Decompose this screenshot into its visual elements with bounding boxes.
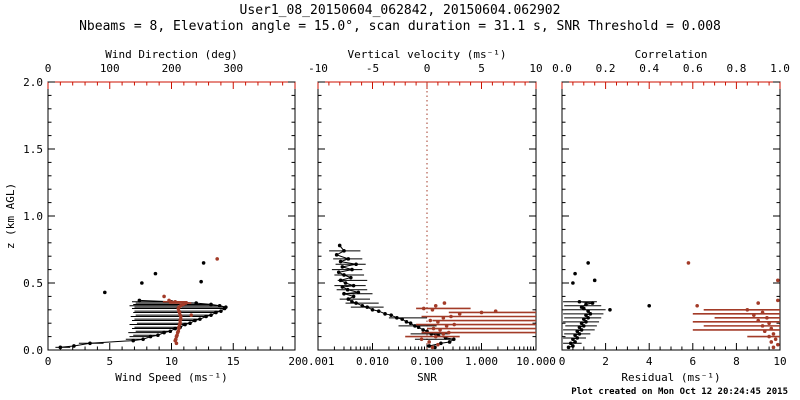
svg-text:200: 200 xyxy=(162,62,182,75)
svg-text:10: 10 xyxy=(529,62,542,75)
svg-text:10.000: 10.000 xyxy=(516,355,556,368)
plot-created-timestamp: Plot created on Mon Oct 12 20:24:45 2015 xyxy=(571,387,788,397)
svg-text:1.5: 1.5 xyxy=(23,143,43,156)
svg-text:Correlation: Correlation xyxy=(635,48,708,61)
svg-text:Wind Speed (ms⁻¹): Wind Speed (ms⁻¹) xyxy=(115,371,228,384)
panel-wind: 0 5 10 15 20 Wind Speed (ms⁻¹) 0 100 200 300Wind … xyxy=(23,48,302,384)
svg-text:0: 0 xyxy=(45,355,52,368)
series-wind-speed-outliers xyxy=(103,261,206,295)
plot-subtitle: Nbeams = 8, Elevation angle = 15.0°, sca… xyxy=(79,19,721,34)
svg-text:8: 8 xyxy=(733,355,740,368)
svg-text:1.0: 1.0 xyxy=(770,62,790,75)
plot-title: User1_08_20150604_062842, 20150604.06290… xyxy=(239,3,561,18)
svg-text:0.0: 0.0 xyxy=(552,62,572,75)
series-vertical-velocity xyxy=(405,301,536,350)
svg-text:0: 0 xyxy=(45,62,52,75)
svg-text:10: 10 xyxy=(165,355,178,368)
svg-text:0: 0 xyxy=(559,355,566,368)
svg-text:0.100: 0.100 xyxy=(410,355,443,368)
series-residual-profile xyxy=(563,299,606,350)
svg-text:1.000: 1.000 xyxy=(465,355,498,368)
svg-text:Wind Direction (deg): Wind Direction (deg) xyxy=(105,48,237,61)
svg-text:0.010: 0.010 xyxy=(356,355,389,368)
svg-text:0.5: 0.5 xyxy=(23,277,43,290)
svg-text:1.0: 1.0 xyxy=(23,210,43,223)
series-wind-speed-profile xyxy=(55,298,228,350)
svg-text:0: 0 xyxy=(424,62,431,75)
svg-text:z (km AGL): z (km AGL) xyxy=(4,183,17,249)
svg-text:5: 5 xyxy=(478,62,485,75)
svg-text:300: 300 xyxy=(223,62,243,75)
svg-text:-10: -10 xyxy=(308,62,328,75)
y-axis-title: z (km AGL) xyxy=(4,183,17,249)
svg-text:0.6: 0.6 xyxy=(683,62,703,75)
svg-text:-5: -5 xyxy=(366,62,379,75)
svg-text:0.2: 0.2 xyxy=(596,62,616,75)
svg-text:10: 10 xyxy=(773,355,786,368)
svg-text:Residual (ms⁻¹): Residual (ms⁻¹) xyxy=(621,371,720,384)
panel-snr: 0.001 0.010 0.100 1.000 10.000 SNR -10 -5 0 5 10 Ve… xyxy=(301,48,555,384)
svg-text:Vertical velocity (ms⁻¹): Vertical velocity (ms⁻¹) xyxy=(348,48,507,61)
series-correlation xyxy=(686,261,780,350)
svg-text:2.0: 2.0 xyxy=(23,76,43,89)
series-snr-profile xyxy=(329,243,456,350)
series-wind-direction-outliers xyxy=(162,257,219,317)
svg-text:20: 20 xyxy=(288,355,301,368)
svg-text:0.8: 0.8 xyxy=(726,62,746,75)
svg-text:4: 4 xyxy=(646,355,653,368)
svg-text:100: 100 xyxy=(100,62,120,75)
svg-text:SNR: SNR xyxy=(417,371,437,384)
series-wind-direction-profile xyxy=(162,298,192,346)
panel-residual: 0 2 4 6 8 10 Residual (ms⁻¹) 0.0 0.2 0.4 0.6 0.8 1.0… xyxy=(552,48,790,384)
series-residual-outliers xyxy=(571,261,651,312)
svg-text:0.0: 0.0 xyxy=(23,344,43,357)
svg-text:6: 6 xyxy=(689,355,696,368)
svg-text:2: 2 xyxy=(602,355,609,368)
svg-text:0.4: 0.4 xyxy=(639,62,659,75)
svg-text:15: 15 xyxy=(227,355,240,368)
svg-text:5: 5 xyxy=(106,355,113,368)
svg-text:0.001: 0.001 xyxy=(301,355,334,368)
